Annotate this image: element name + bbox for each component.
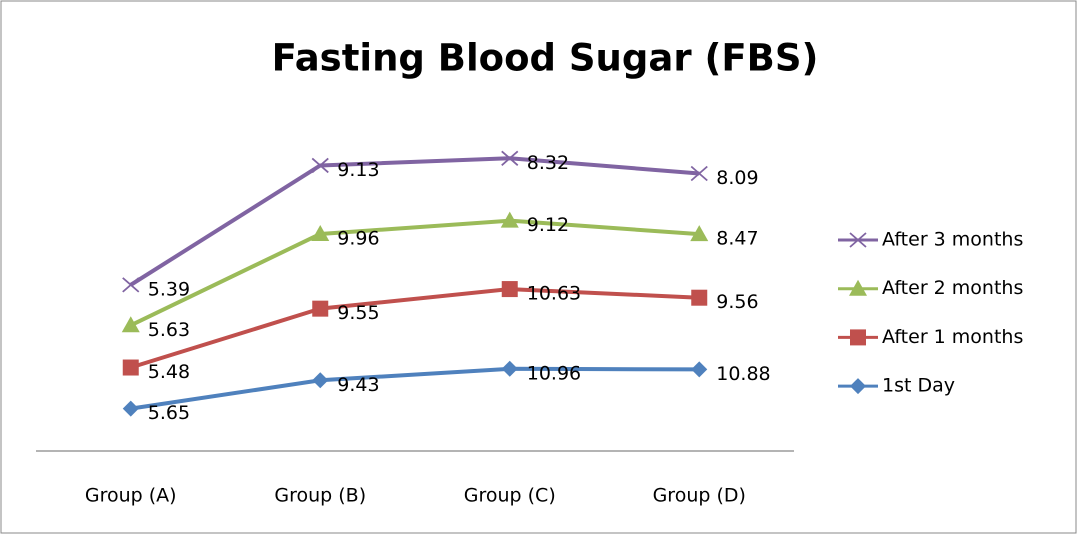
data-label: 9.43 <box>337 374 379 396</box>
data-label: 9.96 <box>337 227 379 249</box>
marker <box>121 316 140 333</box>
x-tick-label: Group (D) <box>653 485 746 507</box>
data-label: 10.96 <box>527 362 581 384</box>
data-label: 8.32 <box>527 152 569 174</box>
series-line <box>130 287 700 370</box>
data-label: 5.65 <box>148 402 190 424</box>
marker <box>850 329 866 346</box>
data-label: 5.63 <box>148 319 190 341</box>
series-line <box>130 366 700 411</box>
data-label: 10.63 <box>527 283 581 305</box>
marker <box>501 150 519 166</box>
series-line <box>129 218 700 328</box>
data-label: 5.48 <box>148 361 190 383</box>
marker <box>501 360 518 377</box>
x-tick-label: Group (B) <box>274 485 366 507</box>
data-label: 8.47 <box>716 228 758 250</box>
marker <box>501 281 518 298</box>
series-line <box>129 156 700 287</box>
data-label: 9.13 <box>337 159 379 181</box>
legend-item: After 3 months <box>838 229 1023 251</box>
marker <box>122 400 139 417</box>
data-label: 10.88 <box>716 363 770 385</box>
marker <box>691 361 708 378</box>
data-label: 9.12 <box>527 214 569 236</box>
legend-item: After 2 months <box>838 277 1023 299</box>
marker <box>122 277 140 293</box>
marker <box>311 224 330 241</box>
marker <box>311 157 329 174</box>
marker <box>122 359 139 376</box>
marker <box>312 372 329 389</box>
legend-label: After 3 months <box>882 229 1023 251</box>
marker <box>849 232 867 248</box>
legend-label: 1st Day <box>882 375 955 397</box>
marker <box>849 279 867 296</box>
marker <box>690 165 708 182</box>
chart-title: Fasting Blood Sugar (FBS) <box>272 37 819 80</box>
marker <box>690 225 709 242</box>
data-label: 8.09 <box>716 167 758 189</box>
legend-label: After 2 months <box>882 277 1023 299</box>
data-label: 9.55 <box>337 302 379 324</box>
x-tick-label: Group (A) <box>85 485 177 507</box>
marker <box>312 300 329 317</box>
legend-item: After 1 months <box>838 326 1023 348</box>
legend-label: After 1 months <box>882 326 1023 348</box>
marker <box>691 289 708 306</box>
data-label: 9.56 <box>716 291 758 313</box>
data-label: 5.39 <box>148 278 190 300</box>
marker <box>500 211 519 228</box>
x-tick-label: Group (C) <box>464 485 556 507</box>
marker <box>850 378 866 395</box>
legend-item: 1st Day <box>838 375 955 397</box>
